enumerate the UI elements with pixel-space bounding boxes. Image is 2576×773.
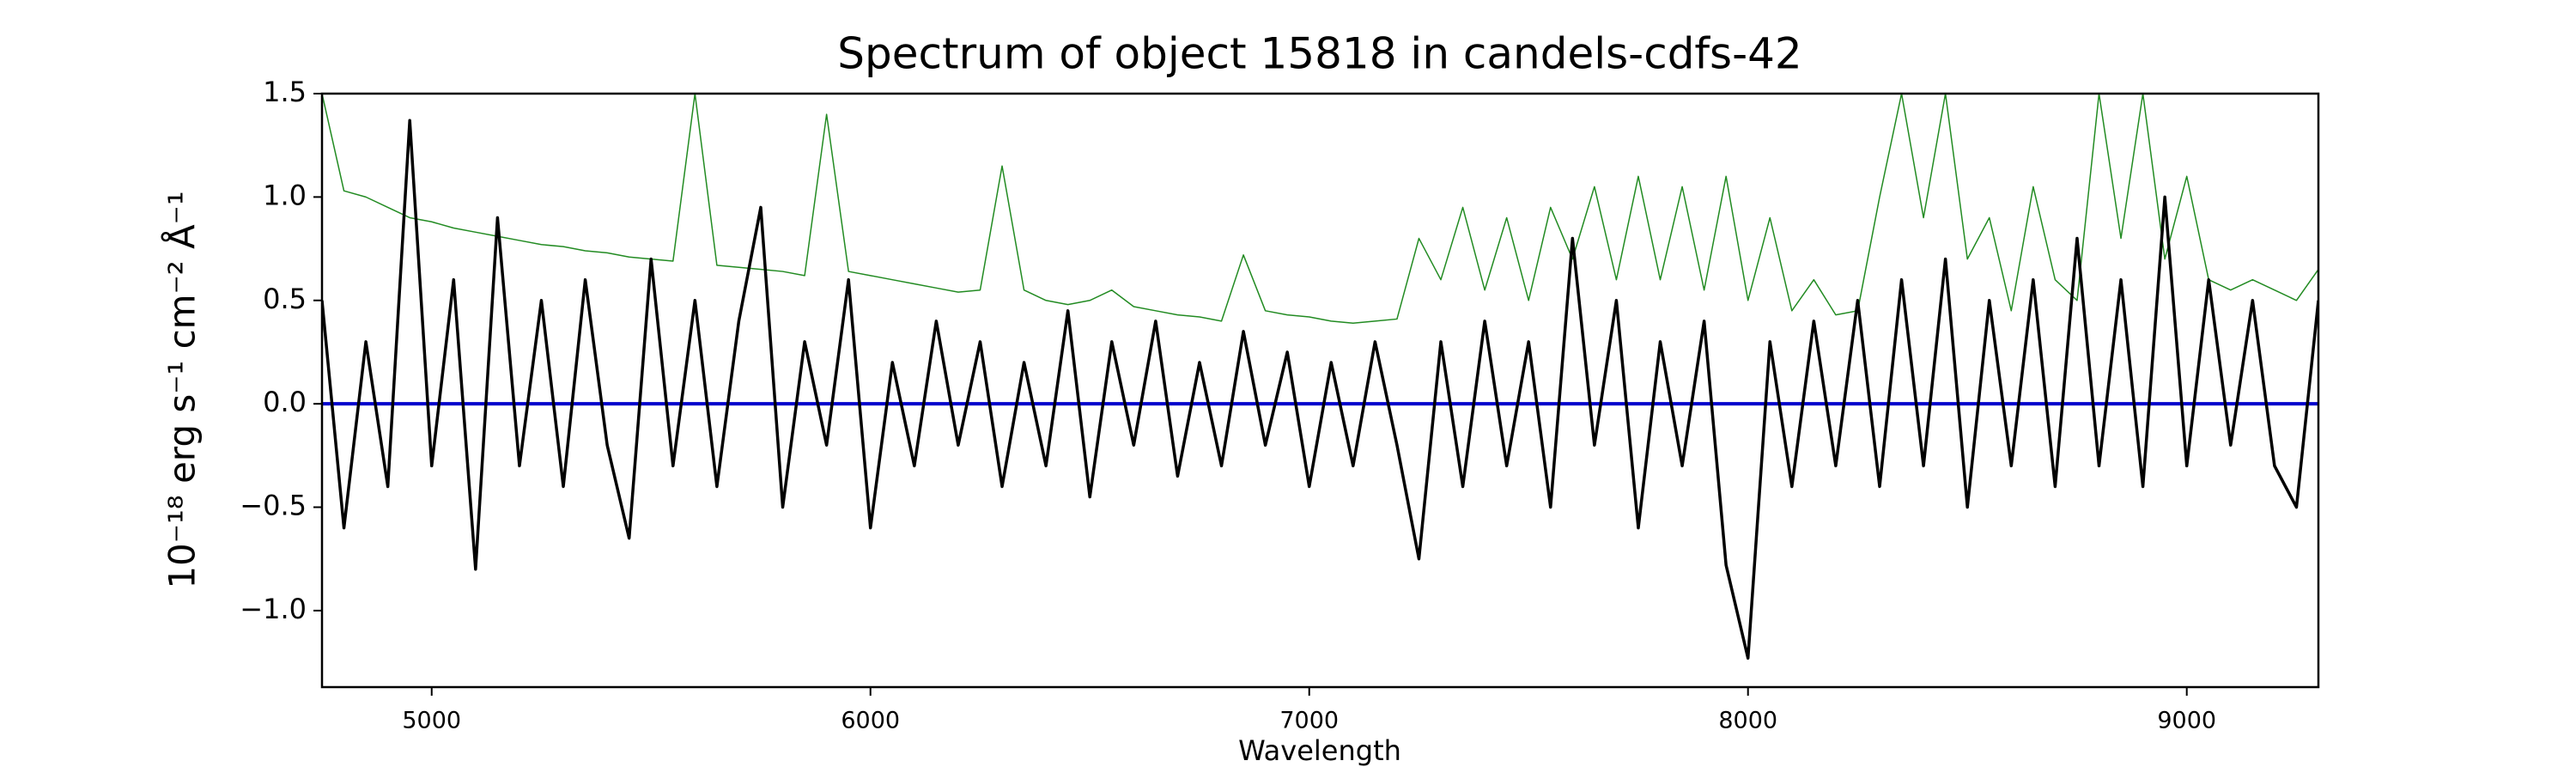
chart-title: Spectrum of object 15818 in candels-cdfs… (837, 29, 1802, 79)
y-tick-label: −1.0 (240, 593, 307, 625)
y-axis-label: 10⁻¹⁸ erg s⁻¹ cm⁻² Å⁻¹ (161, 191, 204, 588)
y-tick-label: 1.5 (263, 76, 307, 108)
x-axis-label: Wavelength (1238, 734, 1401, 767)
y-tick-label: −0.5 (240, 490, 307, 522)
y-tick-label: 0.0 (263, 386, 307, 418)
x-tick-label: 5000 (402, 708, 461, 734)
x-tick-label: 6000 (841, 708, 900, 734)
y-tick-label: 1.0 (263, 179, 307, 211)
axes-frame (320, 92, 2320, 689)
x-tick-label: 9000 (2157, 708, 2216, 734)
x-tick-label: 7000 (1279, 708, 1339, 734)
series-line (322, 94, 2318, 324)
y-tick-label: 0.5 (263, 283, 307, 315)
x-tick-label: 8000 (1718, 708, 1777, 734)
series-line (322, 119, 2318, 660)
plot-area (322, 94, 2318, 660)
